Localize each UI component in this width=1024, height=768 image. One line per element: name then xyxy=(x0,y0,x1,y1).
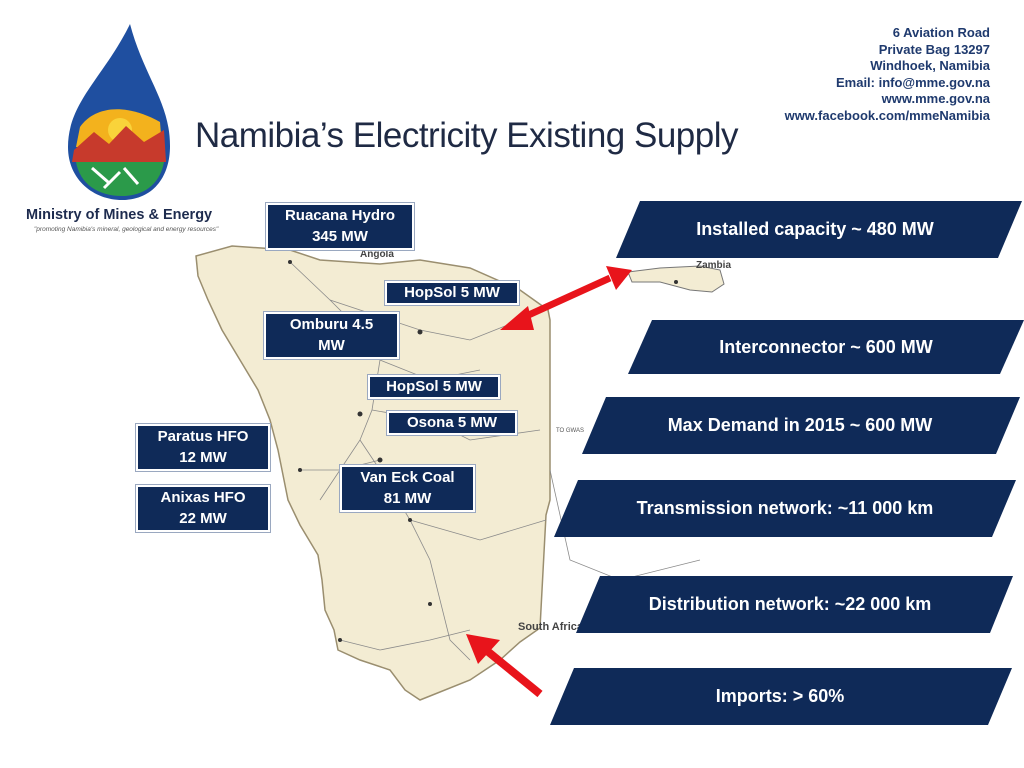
ministry-logo xyxy=(68,24,170,200)
contact-address-line: 6 Aviation Road xyxy=(892,25,990,40)
south-africa-label: South Africa xyxy=(518,621,584,633)
angola-label: Angola xyxy=(360,249,394,260)
banner-bg-distribution xyxy=(576,576,1013,633)
plant-anixas: Anixas HFO 22 MW xyxy=(136,485,270,532)
contact-address-line: Private Bag 13297 xyxy=(878,41,990,57)
contact-block: 6 Aviation Road Private Bag 13297 Windho… xyxy=(785,25,990,124)
plant-capacity: MW xyxy=(318,337,345,354)
banner-transmission-network: Transmission network: ~11 000 km xyxy=(570,480,1000,537)
banner-bg-installed xyxy=(616,201,1022,258)
ministry-name: Ministry of Mines & Energy xyxy=(26,207,213,223)
page-title: Namibia’s Electricity Existing Supply xyxy=(195,116,739,155)
banner-imports: Imports: > 60% xyxy=(580,668,980,725)
plant-capacity: 12 MW xyxy=(179,449,227,466)
banner-text: Distribution network: ~22 000 km xyxy=(648,594,932,614)
plant-paratus: Paratus HFO 12 MW xyxy=(136,424,270,471)
banner-bg-max-demand xyxy=(582,397,1020,454)
banner-bg-interconnector xyxy=(628,320,1024,374)
plant-label: HopSol 5 MW xyxy=(404,284,500,301)
plant-label: Omburu 4.5 xyxy=(289,316,374,333)
banner-installed-capacity: Installed capacity ~ 480 MW xyxy=(640,201,990,258)
contact-website[interactable]: www.mme.gov.na xyxy=(881,91,990,106)
banner-text: Max Demand in 2015 ~ 600 MW xyxy=(667,415,933,435)
banner-distribution-network: Distribution network: ~22 000 km xyxy=(590,576,990,633)
contact-address-line: Windhoek, Namibia xyxy=(870,58,990,73)
banner-text: Installed capacity ~ 480 MW xyxy=(696,219,934,239)
botswana-border-label: TO GWAS xyxy=(556,428,584,434)
interconnector-arrow xyxy=(500,266,632,330)
zambia-label: Zambia xyxy=(696,260,731,271)
banner-interconnector: Interconnector ~ 600 MW xyxy=(656,320,996,374)
ministry-tagline: "promoting Namibia's mineral, geological… xyxy=(34,226,219,233)
plant-hopsol-central: HopSol 5 MW xyxy=(368,375,500,399)
banner-text: Transmission network: ~11 000 km xyxy=(636,498,934,518)
banner-text: Interconnector ~ 600 MW xyxy=(719,336,933,357)
plant-label: Van Eck Coal xyxy=(360,469,455,486)
imports-arrow xyxy=(466,634,543,698)
banner-max-demand: Max Demand in 2015 ~ 600 MW xyxy=(600,397,1000,454)
plant-label: Paratus HFO xyxy=(157,428,249,445)
plant-label: Anixas HFO xyxy=(160,489,246,506)
banner-text: Imports: > 60% xyxy=(715,686,845,706)
plant-osona: Osona 5 MW xyxy=(387,411,517,435)
plant-capacity: 81 MW xyxy=(383,490,432,507)
plant-capacity: 345 MW xyxy=(312,228,368,245)
contact-facebook[interactable]: www.facebook.com/mmeNamibia xyxy=(784,107,990,123)
plant-label: HopSol 5 MW xyxy=(386,378,482,395)
plant-label: Ruacana Hydro xyxy=(284,207,396,224)
plant-hopsol-north: HopSol 5 MW xyxy=(385,281,519,305)
plant-omburu: Omburu 4.5 MW xyxy=(264,312,399,359)
banner-bg-transmission xyxy=(554,480,1016,537)
plant-ruacana: Ruacana Hydro 345 MW xyxy=(266,203,414,250)
plant-van-eck: Van Eck Coal 81 MW xyxy=(340,465,475,512)
plant-capacity: 22 MW xyxy=(179,510,227,527)
banner-bg-imports xyxy=(550,668,1012,725)
plant-label: Osona 5 MW xyxy=(406,414,497,431)
contact-email[interactable]: Email: info@mme.gov.na xyxy=(835,74,990,90)
